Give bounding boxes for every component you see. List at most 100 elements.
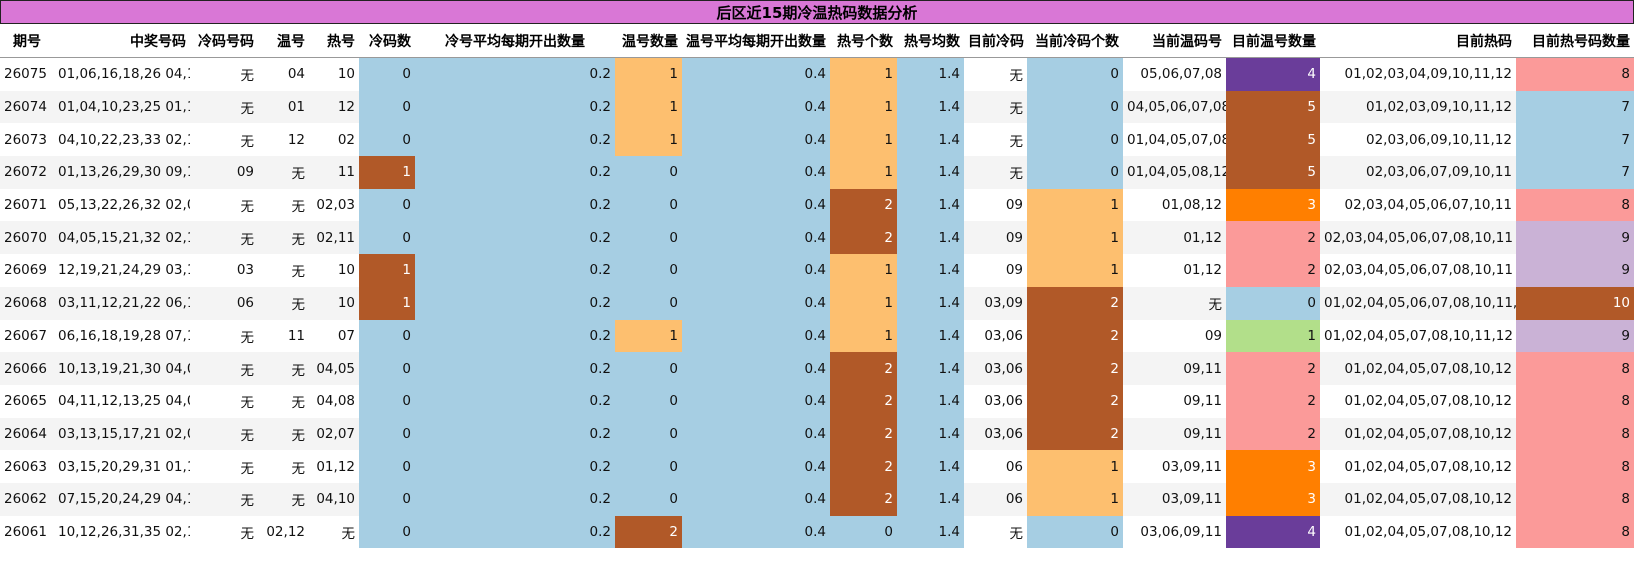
current-hot: 01,02,04,05,07,08,10,12 — [1320, 352, 1516, 385]
cold-numbers: 无 — [190, 221, 258, 255]
hot-average: 1.4 — [897, 188, 964, 222]
current-warm: 09 — [1123, 319, 1226, 353]
current-hot-count: 7 — [1516, 123, 1634, 157]
hot-count: 2 — [830, 188, 897, 222]
warm-average: 0.4 — [682, 515, 830, 549]
current-warm: 04,05,06,07,08 — [1123, 90, 1226, 124]
column-header: 温号数量 — [615, 24, 682, 58]
cold-numbers: 无 — [190, 515, 258, 549]
cold-numbers: 无 — [190, 450, 258, 483]
current-warm: 01,12 — [1123, 221, 1226, 255]
issue-number: 26068 — [0, 286, 54, 320]
current-cold: 09 — [964, 188, 1027, 222]
current-cold: 09 — [964, 221, 1027, 255]
warm-count: 1 — [615, 90, 682, 124]
warm-count: 1 — [615, 57, 682, 91]
hot-count: 1 — [830, 156, 897, 189]
table-row: 26066 10,13,19,21,30 04,05 无无 04,05 0 0.2 0 0.4… — [0, 352, 1634, 385]
current-cold: 无 — [964, 90, 1027, 124]
hot-numbers: 10 — [309, 286, 359, 320]
table-body: 26075 01,06,16,18,26 04,10 无 04 10 0 0.2 1 0.4 1 1… — [0, 57, 1634, 549]
current-hot: 01,02,04,05,07,08,10,12 — [1320, 450, 1516, 483]
current-cold-count: 0 — [1027, 90, 1123, 124]
current-cold-count: 0 — [1027, 515, 1123, 549]
cold-count: 1 — [359, 156, 415, 189]
current-hot-count: 7 — [1516, 156, 1634, 189]
hot-average: 1.4 — [897, 57, 964, 91]
hot-average: 1.4 — [897, 482, 964, 516]
current-hot: 01,02,04,05,07,08,10,12 — [1320, 384, 1516, 418]
current-hot-count: 8 — [1516, 188, 1634, 222]
winning-numbers: 07,15,20,24,29 04,10 — [54, 482, 190, 516]
current-cold-count: 0 — [1027, 57, 1123, 91]
issue-number: 26072 — [0, 156, 54, 189]
warm-count: 2 — [615, 515, 682, 549]
warm-numbers: 无 — [258, 188, 309, 222]
current-cold-count: 2 — [1027, 352, 1123, 385]
current-warm: 03,09,11 — [1123, 482, 1226, 516]
cold-numbers: 无 — [190, 384, 258, 418]
cold-count: 0 — [359, 123, 415, 157]
current-warm: 03,09,11 — [1123, 450, 1226, 483]
column-header: 目前热号码数量 — [1516, 24, 1634, 58]
issue-number: 26065 — [0, 384, 54, 418]
column-header: 温号 — [258, 24, 309, 58]
sheet: 后区近15期冷温热码数据分析 期号 中奖号码 冷码号码 温号 热号 冷码数 冷号平均每期开出… — [0, 0, 1634, 549]
current-warm-count: 2 — [1226, 417, 1320, 451]
column-header: 目前温号数量 — [1226, 24, 1320, 58]
cold-average: 0.2 — [415, 57, 615, 91]
table-row: 26070 04,05,15,21,32 02,11 无无 02,11 0 0.2 0 0.4… — [0, 221, 1634, 255]
current-hot: 01,02,03,09,10,11,12 — [1320, 90, 1516, 124]
current-warm: 无 — [1123, 286, 1226, 320]
issue-number: 26063 — [0, 450, 54, 483]
cold-average: 0.2 — [415, 286, 615, 320]
hot-count: 2 — [830, 450, 897, 483]
hot-numbers: 12 — [309, 90, 359, 124]
warm-numbers: 无 — [258, 254, 309, 287]
warm-numbers: 无 — [258, 384, 309, 418]
winning-numbers: 04,11,12,13,25 04,08 — [54, 384, 190, 418]
cold-average: 0.2 — [415, 384, 615, 418]
current-hot-count: 8 — [1516, 515, 1634, 549]
warm-numbers: 01 — [258, 90, 309, 124]
current-hot: 01,02,04,05,07,08,10,11,12 — [1320, 319, 1516, 353]
warm-count: 0 — [615, 221, 682, 255]
hot-numbers: 02 — [309, 123, 359, 157]
issue-number: 26070 — [0, 221, 54, 255]
hot-average: 1.4 — [897, 319, 964, 353]
hot-average: 1.4 — [897, 286, 964, 320]
current-cold-count: 1 — [1027, 450, 1123, 483]
current-hot-count: 8 — [1516, 352, 1634, 385]
warm-average: 0.4 — [682, 286, 830, 320]
cold-numbers: 无 — [190, 482, 258, 516]
current-cold-count: 2 — [1027, 286, 1123, 320]
current-cold: 无 — [964, 123, 1027, 157]
cold-average: 0.2 — [415, 417, 615, 451]
current-warm: 09,11 — [1123, 417, 1226, 451]
cold-count: 0 — [359, 221, 415, 255]
column-header: 热号均数 — [897, 24, 964, 58]
current-warm-count: 1 — [1226, 319, 1320, 353]
current-hot: 01,02,04,05,06,07,08,10,11,12 — [1320, 286, 1516, 320]
column-header: 目前冷码 — [964, 24, 1027, 58]
cold-average: 0.2 — [415, 221, 615, 255]
current-hot: 02,03,06,09,10,11,12 — [1320, 123, 1516, 157]
current-hot-count: 9 — [1516, 254, 1634, 287]
current-hot-count: 10 — [1516, 286, 1634, 320]
hot-count: 2 — [830, 417, 897, 451]
cold-numbers: 无 — [190, 188, 258, 222]
current-hot-count: 9 — [1516, 319, 1634, 353]
current-hot: 01,02,04,05,07,08,10,12 — [1320, 515, 1516, 549]
current-warm-count: 2 — [1226, 221, 1320, 255]
current-hot: 02,03,06,07,09,10,11 — [1320, 156, 1516, 189]
warm-average: 0.4 — [682, 254, 830, 287]
current-warm-count: 3 — [1226, 188, 1320, 222]
warm-count: 0 — [615, 450, 682, 483]
winning-numbers: 10,13,19,21,30 04,05 — [54, 352, 190, 385]
hot-average: 1.4 — [897, 254, 964, 287]
cold-average: 0.2 — [415, 254, 615, 287]
current-warm: 09,11 — [1123, 384, 1226, 418]
current-cold-count: 2 — [1027, 384, 1123, 418]
current-cold-count: 0 — [1027, 123, 1123, 157]
cold-numbers: 无 — [190, 57, 258, 91]
